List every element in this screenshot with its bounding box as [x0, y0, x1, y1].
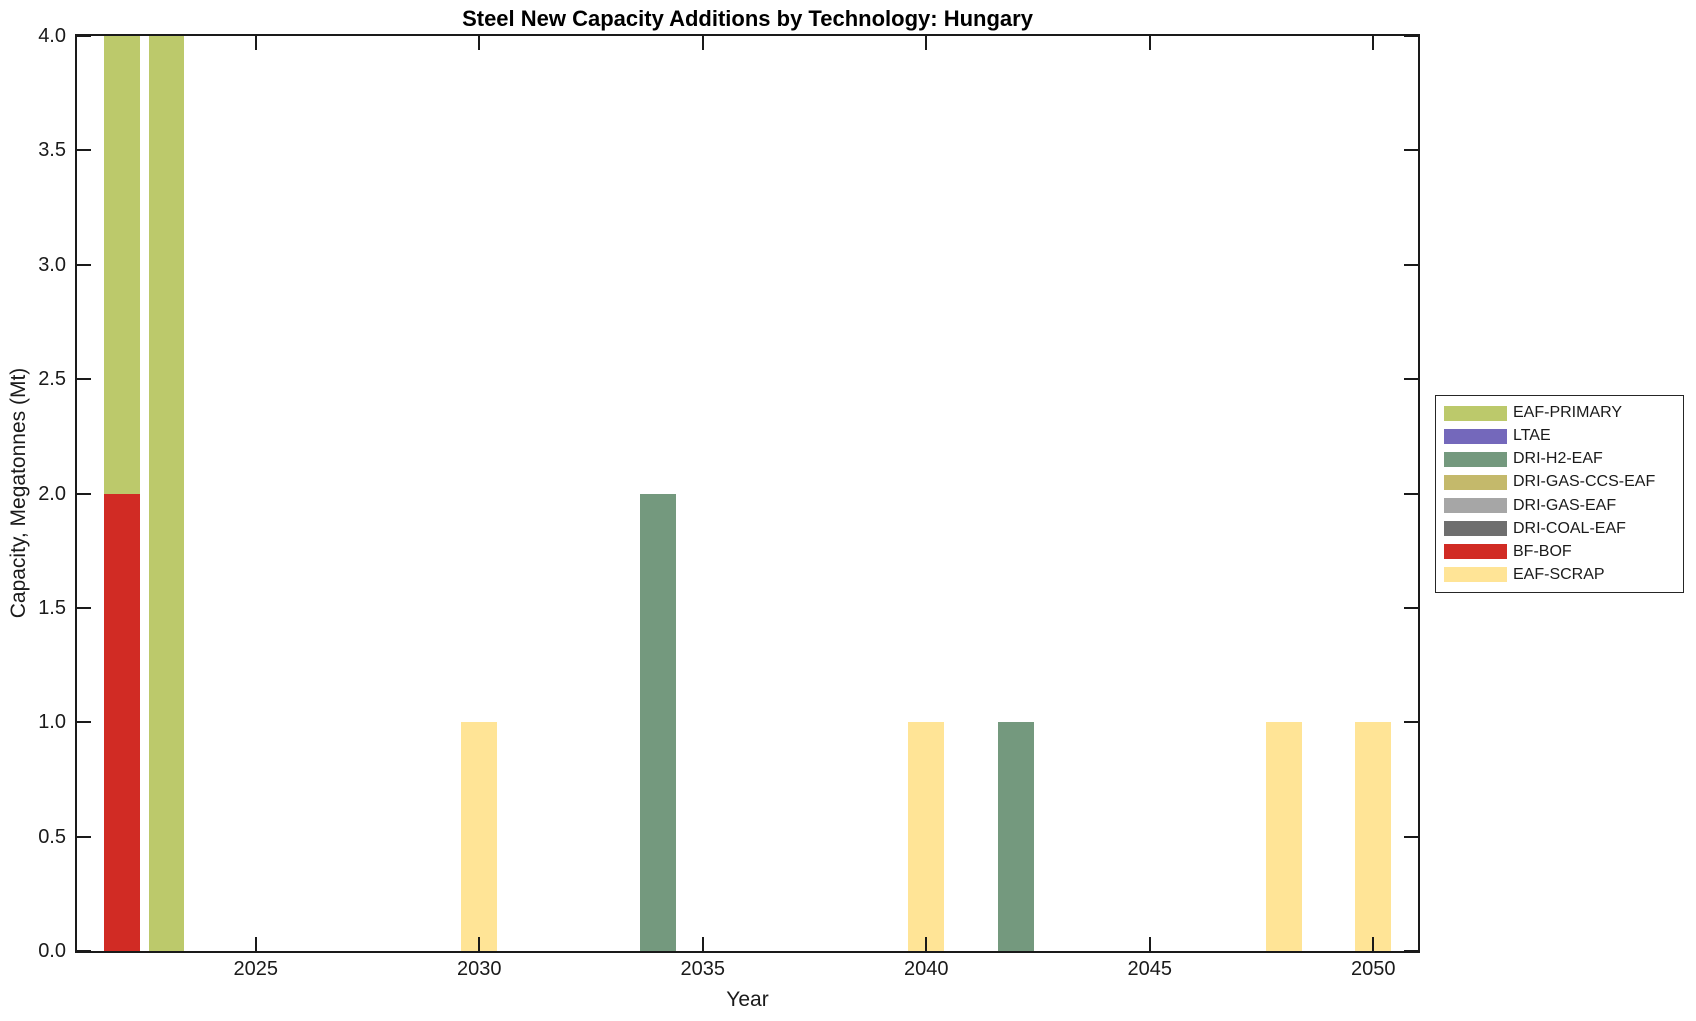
x-tick	[701, 937, 704, 951]
x-tick-label: 2050	[1351, 958, 1396, 980]
legend-swatch-dri-gas-eaf	[1444, 498, 1507, 514]
x-tick-label: 2025	[233, 958, 279, 980]
y-tick	[77, 492, 91, 495]
legend-entry-dri-h2-eaf: DRI-H2-EAF	[1444, 450, 1675, 468]
y-tick-label: 1.5	[38, 596, 66, 619]
legend-entry-dri-coal-eaf: DRI-COAL-EAF	[1444, 520, 1675, 538]
legend-swatch-ltae	[1444, 428, 1507, 444]
y-tick	[77, 606, 91, 609]
y-tick-right	[1404, 149, 1418, 152]
y-tick	[77, 721, 91, 724]
y-tick-right	[1404, 263, 1418, 266]
legend-swatch-dri-coal-eaf	[1444, 521, 1507, 537]
x-tick	[925, 937, 928, 951]
legend-entry-eaf-scrap: EAF-SCRAP	[1444, 566, 1675, 584]
y-tick-label: 4.0	[38, 25, 66, 47]
bar-segment-bf-bof-2022	[103, 493, 140, 951]
x-tick-label: 2030	[457, 958, 502, 980]
legend-entry-dri-gas-eaf: DRI-GAS-EAF	[1444, 497, 1675, 515]
bar-segment-eaf-scrap-2030	[461, 722, 498, 952]
legend-entry-bf-bof: BF-BOF	[1444, 543, 1675, 561]
y-tick	[77, 35, 91, 37]
x-tick-top	[254, 36, 257, 50]
legend-swatch-bf-bof	[1444, 544, 1507, 560]
y-tick	[77, 378, 91, 381]
y-tick-label: 2.0	[38, 482, 66, 505]
legend-label: DRI-GAS-CCS-EAF	[1513, 473, 1656, 491]
x-tick-top	[1372, 36, 1375, 50]
legend: EAF-PRIMARY LTAE DRI-H2-EAF DRI-GAS-CCS-EAF…	[1435, 395, 1684, 593]
chart-title: Steel New Capacity Additions by Technolo…	[462, 6, 1033, 31]
legend-swatch-dri-h2-eaf	[1444, 451, 1507, 467]
bar-segment-dri-h2-eaf-2042	[997, 722, 1034, 952]
x-axis-label: Year	[726, 988, 769, 1011]
legend-label: LTAE	[1513, 427, 1551, 445]
y-tick-right	[1404, 378, 1418, 381]
legend-label: DRI-COAL-EAF	[1513, 519, 1626, 537]
y-tick-right	[1404, 606, 1418, 609]
axes-box	[75, 34, 1420, 953]
y-tick-right	[1404, 721, 1418, 724]
y-tick	[77, 149, 91, 152]
legend-entry-ltae: LTAE	[1444, 427, 1675, 445]
legend-label: EAF-PRIMARY	[1513, 404, 1623, 421]
y-tick	[77, 835, 91, 838]
y-tick-right	[1404, 35, 1418, 37]
legend-label: EAF-SCRAP	[1513, 565, 1605, 583]
bar-segment-eaf-primary-2022	[103, 36, 140, 494]
legend-label: DRI-GAS-EAF	[1513, 496, 1617, 514]
y-tick-label: 0.0	[38, 940, 66, 962]
y-tick-label: 0.5	[38, 825, 66, 848]
plot-area	[77, 35, 1418, 952]
x-tick-top	[925, 36, 928, 50]
y-tick	[77, 950, 91, 952]
y-tick-right	[1404, 950, 1418, 952]
x-tick-top	[478, 36, 481, 50]
legend-label: DRI-H2-EAF	[1513, 450, 1603, 468]
legend-entry-dri-gas-ccs-eaf: DRI-GAS-CCS-EAF	[1444, 473, 1675, 491]
x-tick-label: 2045	[1127, 958, 1173, 980]
x-tick	[1372, 937, 1375, 951]
bar-segment-eaf-primary-2023	[148, 36, 185, 951]
legend-entry-eaf-primary: EAF-PRIMARY	[1444, 404, 1675, 422]
bar-segment-dri-h2-eaf-2034	[640, 493, 676, 951]
legend-swatch-eaf-primary	[1444, 405, 1507, 421]
bar-segment-eaf-scrap-2048	[1266, 722, 1302, 952]
x-tick-label: 2040	[904, 958, 949, 980]
y-tick-right	[1404, 835, 1418, 838]
x-tick	[478, 937, 481, 951]
y-tick-right	[1404, 492, 1418, 495]
y-tick	[77, 263, 91, 266]
y-tick-label: 3.0	[38, 253, 66, 276]
x-tick-top	[701, 36, 704, 50]
y-tick-label: 1.0	[38, 711, 66, 734]
x-tick	[254, 937, 257, 951]
bar-segment-eaf-scrap-2050	[1355, 722, 1392, 952]
legend-label: BF-BOF	[1513, 542, 1572, 560]
y-tick-label: 3.5	[38, 139, 66, 162]
x-tick-label: 2035	[680, 958, 726, 980]
bar-segment-eaf-scrap-2040	[908, 722, 945, 952]
y-tick-label: 2.5	[38, 368, 66, 391]
x-tick	[1148, 937, 1151, 951]
legend-swatch-dri-gas-ccs-eaf	[1444, 474, 1507, 490]
legend-swatch-eaf-scrap	[1444, 567, 1507, 583]
x-tick-top	[1148, 36, 1151, 50]
